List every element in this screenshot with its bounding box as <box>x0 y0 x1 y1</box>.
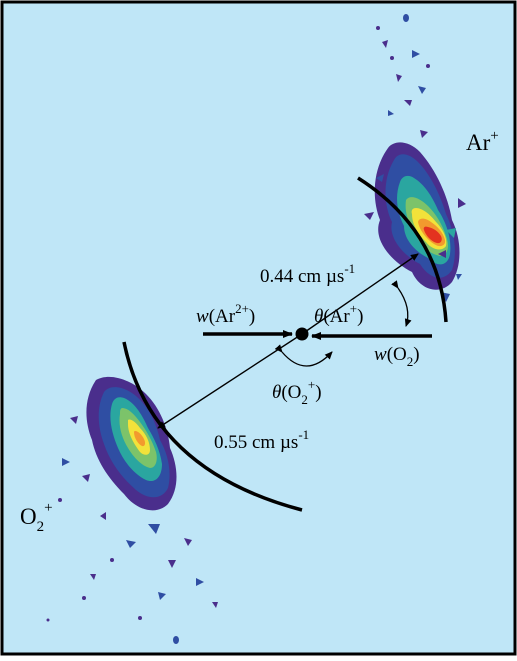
centre-of-mass-dot <box>295 327 309 341</box>
theta-ar-angle-arc <box>391 280 412 327</box>
theta-o2-angle-arc <box>274 344 333 367</box>
o2-plus-velocity-label: 0.55 cm µs-1 <box>214 427 309 453</box>
o2-plus-velocity-arc <box>122 341 303 512</box>
ar-plus-label: Ar+ <box>466 128 499 155</box>
w-o2-label: w(O2) <box>374 344 420 369</box>
ar-plus-intensity-contour <box>364 14 466 302</box>
o2-plus-label: O2+ <box>20 500 53 535</box>
theta-o2-label: θ(O2+) <box>272 377 322 407</box>
theta-ar-label: θ(Ar+) <box>314 301 363 327</box>
ar-plus-velocity-arc <box>357 176 448 323</box>
ar-plus-velocity-label: 0.44 cm µs-1 <box>260 261 355 287</box>
o2-plus-intensity-contour <box>46 376 218 644</box>
ar-plus-velocity-vector <box>301 253 419 335</box>
w-ar2-label: w(Ar2+) <box>196 301 255 327</box>
